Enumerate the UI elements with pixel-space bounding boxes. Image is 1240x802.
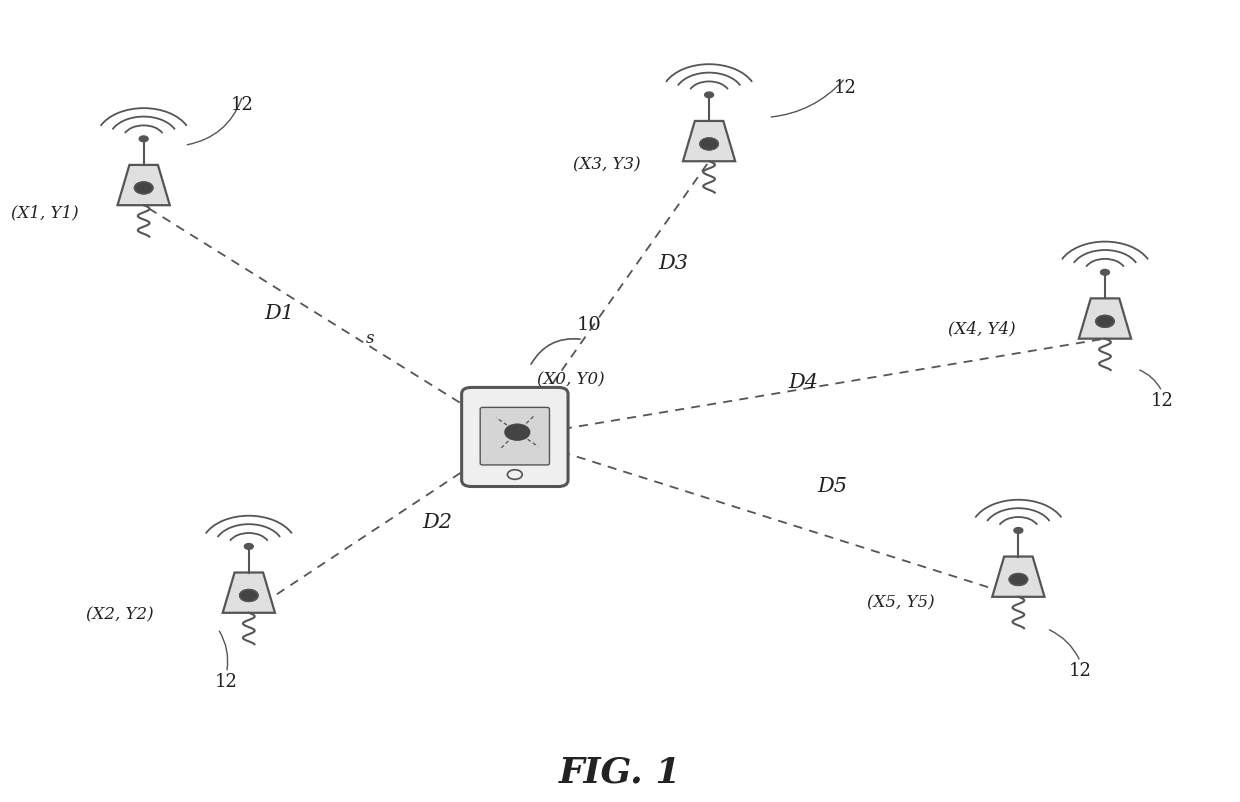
Circle shape: [1014, 528, 1023, 533]
Text: 12: 12: [833, 79, 857, 97]
Text: (X2, Y2): (X2, Y2): [86, 606, 154, 624]
Text: (X3, Y3): (X3, Y3): [573, 156, 641, 174]
Polygon shape: [992, 557, 1044, 597]
Circle shape: [1101, 269, 1110, 275]
Text: FIG. 1: FIG. 1: [559, 755, 681, 790]
Text: (X1, Y1): (X1, Y1): [11, 205, 79, 221]
Text: 10: 10: [577, 316, 601, 334]
Polygon shape: [118, 165, 170, 205]
Circle shape: [1009, 573, 1028, 585]
Circle shape: [244, 544, 253, 549]
Text: D1: D1: [265, 304, 295, 322]
Circle shape: [1096, 315, 1115, 327]
Text: s: s: [366, 330, 374, 347]
Text: 12: 12: [231, 96, 254, 115]
Polygon shape: [683, 121, 735, 161]
Text: 12: 12: [1069, 662, 1091, 680]
Circle shape: [699, 138, 718, 150]
Text: 12: 12: [1151, 392, 1173, 410]
Text: D4: D4: [789, 373, 818, 392]
Text: 12: 12: [215, 674, 238, 691]
Text: (X4, Y4): (X4, Y4): [947, 321, 1016, 338]
Circle shape: [704, 92, 713, 98]
Text: D3: D3: [658, 254, 688, 273]
Circle shape: [134, 182, 153, 194]
Circle shape: [505, 424, 529, 440]
Text: (X0, Y0): (X0, Y0): [537, 371, 605, 388]
Circle shape: [239, 589, 258, 602]
FancyBboxPatch shape: [480, 407, 549, 465]
Text: D5: D5: [818, 477, 848, 496]
FancyBboxPatch shape: [461, 387, 568, 487]
Polygon shape: [1079, 298, 1131, 338]
Text: D2: D2: [422, 513, 451, 532]
Polygon shape: [223, 573, 275, 613]
Text: (X5, Y5): (X5, Y5): [868, 594, 935, 611]
Circle shape: [139, 136, 148, 142]
